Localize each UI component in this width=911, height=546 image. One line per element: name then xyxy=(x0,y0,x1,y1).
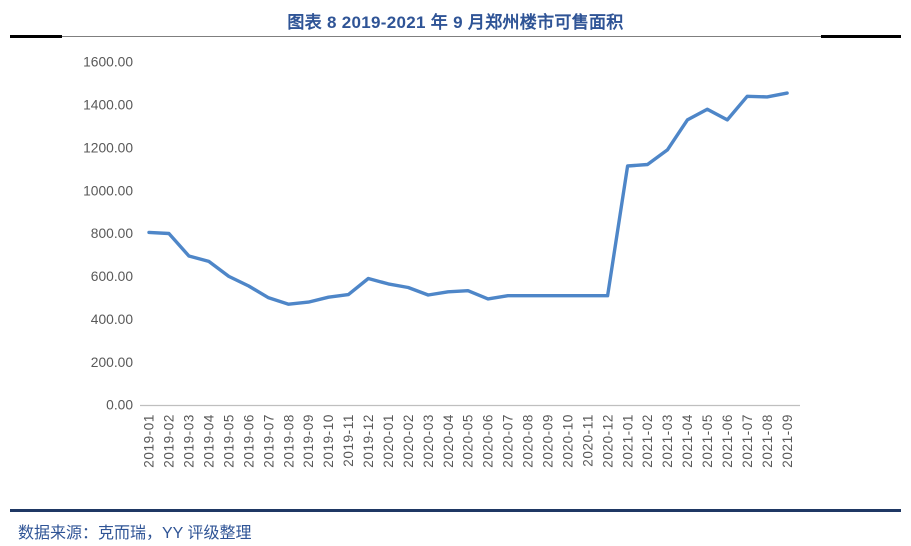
x-tick-label: 2020-04 xyxy=(441,414,456,468)
x-tick-label: 2020-11 xyxy=(580,414,595,467)
y-tick-label: 400.00 xyxy=(91,312,134,327)
x-tick-label: 2019-05 xyxy=(221,414,236,468)
x-tick-label: 2021-05 xyxy=(700,414,715,468)
x-tick-label: 2020-12 xyxy=(600,414,615,468)
y-tick-label: 1000.00 xyxy=(83,183,133,198)
x-tick-label: 2019-03 xyxy=(182,414,197,468)
x-tick-label: 2021-02 xyxy=(640,414,655,468)
series-line xyxy=(147,91,789,306)
x-tick-label: 2020-02 xyxy=(401,414,416,468)
y-tick-label: 0.00 xyxy=(106,398,133,413)
x-tick-label: 2019-04 xyxy=(202,414,217,468)
y-tick-label: 800.00 xyxy=(91,226,134,241)
top-rule-cap-left xyxy=(10,35,62,38)
y-tick-label: 1200.00 xyxy=(83,140,133,155)
x-tick-label: 2020-07 xyxy=(501,414,516,468)
x-tick-label: 2020-08 xyxy=(521,414,536,468)
x-tick-label: 2020-09 xyxy=(541,414,556,468)
top-rule xyxy=(10,35,901,39)
data-source: 数据来源：克而瑞，YY 评级整理 xyxy=(18,525,252,542)
line-chart: 0.00 200.00 400.00 600.00 800.00 1000.00 1200.… xyxy=(83,55,800,468)
top-rule-cap-right xyxy=(821,35,901,38)
x-tick-label: 2021-03 xyxy=(660,414,675,468)
x-tick-label: 2021-01 xyxy=(620,414,635,468)
x-tick-label: 2020-05 xyxy=(461,414,476,468)
y-tick-label: 1600.00 xyxy=(83,55,133,70)
bottom-rule xyxy=(10,509,901,512)
y-tick-label: 1400.00 xyxy=(83,98,133,113)
x-tick-label: 2019-08 xyxy=(281,414,296,468)
x-tick-label: 2019-09 xyxy=(301,414,316,468)
x-tick-label: 2019-02 xyxy=(162,414,177,468)
x-tick-label: 2019-12 xyxy=(361,414,376,468)
x-tick-label: 2019-10 xyxy=(321,414,336,468)
x-tick-label: 2021-06 xyxy=(720,414,735,468)
x-tick-label: 2019-07 xyxy=(261,414,276,468)
x-tick-label: 2019-11 xyxy=(341,414,356,467)
x-tick-label: 2020-06 xyxy=(481,414,496,468)
x-tick-label: 2020-03 xyxy=(421,414,436,468)
y-tick-label: 200.00 xyxy=(91,355,134,370)
top-rule-line xyxy=(10,36,901,37)
x-tick-label: 2019-06 xyxy=(241,414,256,468)
y-tick-label: 600.00 xyxy=(91,269,134,284)
x-tick-label: 2020-01 xyxy=(381,414,396,468)
x-tick-label: 2021-07 xyxy=(740,414,755,468)
x-tick-label: 2019-01 xyxy=(142,414,157,468)
x-tick-label: 2021-09 xyxy=(780,414,795,468)
chart-title: 图表 8 2019-2021 年 9 月郑州楼市可售面积 xyxy=(287,13,624,32)
x-tick-label: 2021-08 xyxy=(760,414,775,468)
x-tick-label: 2020-10 xyxy=(560,414,575,468)
x-tick-label: 2021-04 xyxy=(680,414,695,468)
